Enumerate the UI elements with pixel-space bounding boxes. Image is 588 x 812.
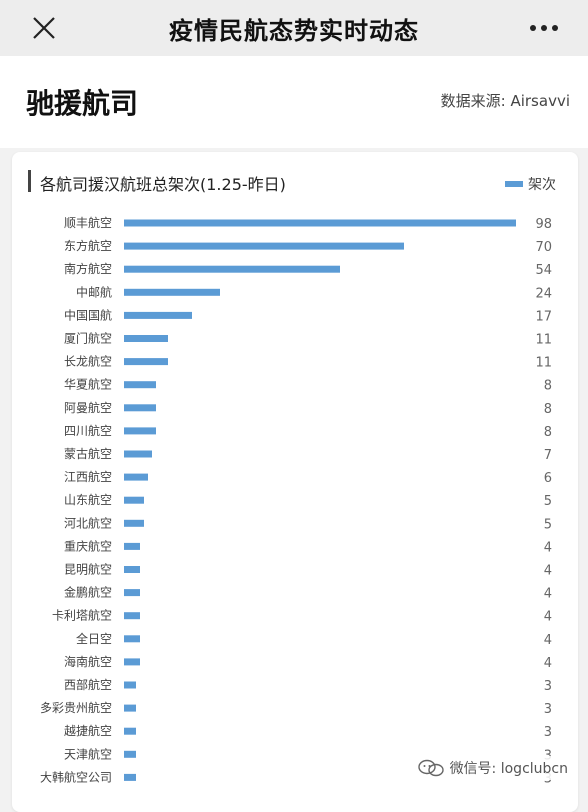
bar [124,311,192,319]
close-icon[interactable] [28,12,60,44]
value-label: 5 [544,494,552,509]
category-label: 河北航空 [64,515,112,530]
value-label: 4 [544,564,552,579]
category-label: 江西航空 [64,469,112,484]
category-label: 厦门航空 [64,331,112,346]
category-label: 东方航空 [64,238,112,253]
bar [124,727,136,735]
bar [124,612,140,620]
wechat-icon [417,759,444,777]
category-label: 天津航空 [64,746,112,761]
bar [124,335,168,342]
data-source: 数据来源: Airsavvi [440,92,570,110]
category-label: 长龙航空 [64,354,112,369]
category-label: 顺丰航空 [64,215,112,230]
bar [124,750,136,758]
category-label: 重庆航空 [64,538,112,553]
page-title: 疫情民航态势实时动态 [169,16,419,45]
value-label: 3 [544,702,552,717]
value-label: 4 [544,633,552,648]
value-label: 6 [544,471,552,486]
category-label: 全日空 [76,631,112,646]
category-label: 华夏航空 [64,377,112,392]
bar [124,635,140,643]
bar [124,450,152,458]
value-label: 5 [544,517,552,532]
value-label: 70 [535,240,552,255]
value-label: 4 [544,587,552,602]
bar [124,381,156,389]
category-label: 多彩贵州航空 [40,700,112,715]
bar [124,704,136,712]
section-header: 驰援航司 数据来源: Airsavvi [0,56,588,148]
bar [124,496,144,504]
category-label: 卡利塔航空 [52,608,112,623]
bar [124,658,140,666]
section-title: 驰援航司 [26,87,139,120]
more-icon[interactable] [526,14,562,42]
value-label: 8 [544,379,552,394]
category-label: 金鹏航空 [64,585,112,600]
bar [124,242,404,250]
category-label: 西部航空 [64,677,112,692]
category-label: 四川航空 [64,423,112,438]
value-label: 11 [535,356,552,371]
value-label: 3 [544,725,552,740]
chart-title: 各航司援汉航班总架次(1.25-昨日) [40,175,286,194]
value-label: 98 [535,217,552,232]
bar [124,773,136,781]
category-label: 中邮航 [76,284,112,299]
value-label: 4 [544,610,552,625]
bar [124,519,144,527]
category-label: 南方航空 [64,261,112,276]
category-label: 中国国航 [64,307,112,322]
bar [124,681,136,689]
value-label: 8 [544,402,552,417]
value-label: 7 [544,448,552,463]
bar [124,473,148,481]
category-label: 山东航空 [64,492,112,507]
value-label: 24 [535,286,552,301]
value-label: 3 [544,679,552,694]
title-accent [28,170,31,192]
category-label: 大韩航空公司 [40,769,112,784]
value-label: 8 [544,425,552,440]
bar [124,542,140,550]
value-label: 4 [544,656,552,671]
category-label: 阿曼航空 [64,400,112,415]
watermark-text: 微信号: logclubcn [449,761,568,777]
category-label: 昆明航空 [64,562,112,577]
value-label: 3 [544,748,552,763]
value-label: 17 [535,309,552,324]
category-label: 海南航空 [64,654,112,669]
bar [124,427,156,435]
legend-label: 架次 [528,177,556,193]
bar [124,589,140,597]
bar [124,288,220,296]
value-label: 4 [544,540,552,555]
legend-swatch [505,181,523,187]
value-label: 11 [535,333,552,348]
value-label: 54 [535,263,552,278]
chart-card: 各航司援汉航班总架次(1.25-昨日) 架次 顺丰航空 98 东方航空 70 南方航空 5… [12,152,578,812]
bar [124,265,340,273]
bar [124,219,516,227]
bar [124,358,168,366]
bar [124,404,156,412]
chart-legend: 架次 [505,174,556,194]
watermark: 微信号: logclubcn [413,756,572,780]
top-bar: 疫情民航态势实时动态 [0,0,588,56]
category-label: 越捷航空 [64,723,112,738]
category-label: 蒙古航空 [64,446,112,461]
bar [124,566,140,573]
